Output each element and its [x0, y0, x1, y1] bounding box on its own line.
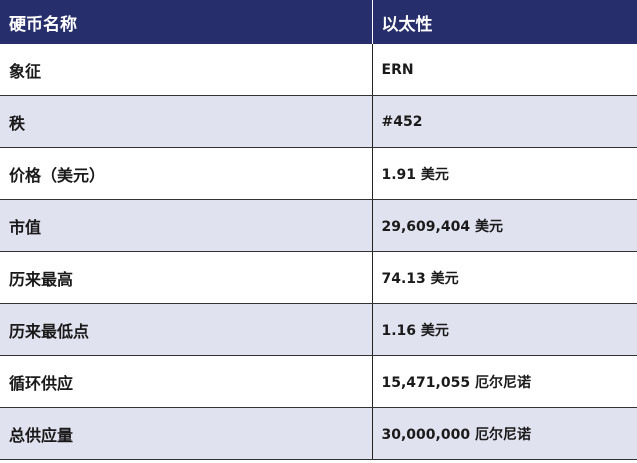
- table-row: 市值 29,609,404 美元: [0, 199, 637, 252]
- row-label: 循环供应: [0, 355, 373, 408]
- row-label: 总供应量: [0, 407, 373, 460]
- row-value: ERN: [372, 44, 637, 96]
- row-value: 15,471,055 厄尔尼诺: [372, 355, 637, 408]
- table-row: 总供应量 30,000,000 厄尔尼诺: [0, 407, 637, 460]
- row-label: 象征: [0, 44, 373, 96]
- row-label: 秩: [0, 95, 373, 148]
- table-row: 秩 #452: [0, 95, 637, 148]
- table-row: 历来最高 74.13 美元: [0, 251, 637, 304]
- row-value: #452: [372, 95, 637, 148]
- table-row: 价格（美元） 1.91 美元: [0, 147, 637, 200]
- row-value: 30,000,000 厄尔尼诺: [372, 407, 637, 460]
- header-row: 硬币名称 以太性: [0, 0, 637, 44]
- header-coin-value: 以太性: [372, 0, 637, 44]
- table-row: 历来最低点 1.16 美元: [0, 303, 637, 356]
- row-label: 市值: [0, 199, 373, 252]
- row-value: 74.13 美元: [372, 251, 637, 304]
- row-value: 1.91 美元: [372, 147, 637, 200]
- row-label: 历来最高: [0, 251, 373, 304]
- row-label: 价格（美元）: [0, 147, 373, 200]
- table-row: 循环供应 15,471,055 厄尔尼诺: [0, 355, 637, 408]
- row-value: 1.16 美元: [372, 303, 637, 356]
- row-label: 历来最低点: [0, 303, 373, 356]
- row-value: 29,609,404 美元: [372, 199, 637, 252]
- header-coin-name: 硬币名称: [0, 0, 373, 44]
- table-row: 象征 ERN: [0, 44, 637, 96]
